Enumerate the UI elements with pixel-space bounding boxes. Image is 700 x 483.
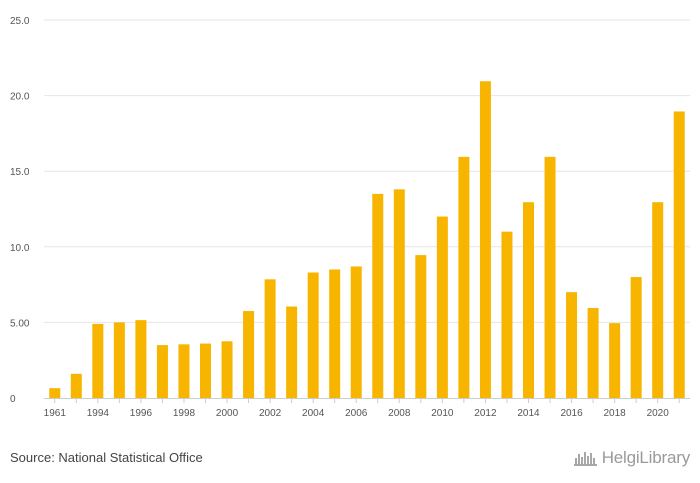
logo-text: HelgiLibrary: [601, 448, 691, 467]
x-tick-label: 1994: [87, 408, 110, 419]
bar-1997[interactable]: [156, 345, 168, 398]
x-tick-label: 2006: [345, 408, 368, 419]
bar-1995[interactable]: [113, 322, 125, 398]
city-skyline-icon: [573, 452, 597, 466]
bar-2003[interactable]: [286, 306, 298, 398]
x-tick-label: 2004: [302, 408, 325, 419]
bar-2014[interactable]: [523, 202, 534, 398]
x-tick-label: 2012: [474, 408, 497, 419]
bar-2007[interactable]: [372, 193, 384, 398]
y-tick-label: 20.0: [10, 92, 30, 103]
bar-1996[interactable]: [135, 320, 147, 398]
bar-2017[interactable]: [587, 308, 599, 398]
bar-chart: 0 5.00 10.0 15.0 20.0 25.0 1961 1994 1996 1998 20…: [10, 16, 690, 419]
bar-2020[interactable]: [652, 202, 664, 398]
x-tick-label: 2016: [560, 408, 583, 419]
x-tick-label: 2020: [647, 408, 670, 419]
x-tick-label: 1998: [173, 408, 196, 419]
bar-2019[interactable]: [630, 277, 642, 398]
x-tick-label: 1961: [44, 408, 67, 419]
x-tick-label: 2008: [388, 408, 411, 419]
y-tick-label: 0: [10, 394, 16, 405]
bar-2012[interactable]: [479, 81, 491, 399]
x-tick-label: 2010: [431, 408, 454, 419]
y-tick-label: 15.0: [10, 167, 30, 178]
x-axis: 1961 1994 1996 1998 2000 2002 2004 2006 2008 2010…: [44, 398, 690, 419]
y-tick-label: 25.0: [10, 16, 30, 27]
source-note: Source: National Statistical Office: [10, 450, 203, 465]
bar-2018[interactable]: [609, 323, 621, 398]
bar-2005[interactable]: [329, 269, 341, 398]
y-axis: 0 5.00 10.0 15.0 20.0 25.0: [10, 16, 30, 405]
x-tick-label: 2002: [259, 408, 282, 419]
bar-1994[interactable]: [92, 323, 104, 398]
bar-2021[interactable]: [673, 111, 685, 398]
x-tick-label: 2018: [604, 408, 627, 419]
bar-2010[interactable]: [436, 216, 448, 398]
bar-2000[interactable]: [221, 341, 233, 398]
bars: [49, 81, 685, 399]
bar-2008[interactable]: [393, 189, 405, 398]
grid-lines: [44, 19, 690, 323]
bar-2015[interactable]: [544, 156, 556, 398]
bar-2001[interactable]: [243, 311, 255, 398]
x-tick-label: 2014: [517, 408, 540, 419]
bar-1998[interactable]: [178, 344, 190, 398]
bar-2013[interactable]: [501, 231, 513, 398]
bar-1999[interactable]: [200, 343, 211, 398]
x-tick-label: 2000: [216, 408, 239, 419]
bar-1993[interactable]: [70, 373, 82, 398]
x-tick-label: 1996: [130, 408, 153, 419]
bar-2011[interactable]: [458, 156, 470, 398]
bar-2002[interactable]: [264, 279, 276, 398]
bar-2006[interactable]: [350, 266, 362, 398]
bar-2004[interactable]: [307, 272, 319, 398]
y-tick-label: 10.0: [10, 243, 30, 254]
helgilibrary-logo[interactable]: HelgiLibrary: [573, 448, 691, 468]
y-tick-label: 5.00: [10, 318, 30, 329]
bar-2016[interactable]: [566, 292, 578, 398]
bar-2009[interactable]: [415, 255, 427, 398]
bar-1961[interactable]: [49, 388, 61, 398]
